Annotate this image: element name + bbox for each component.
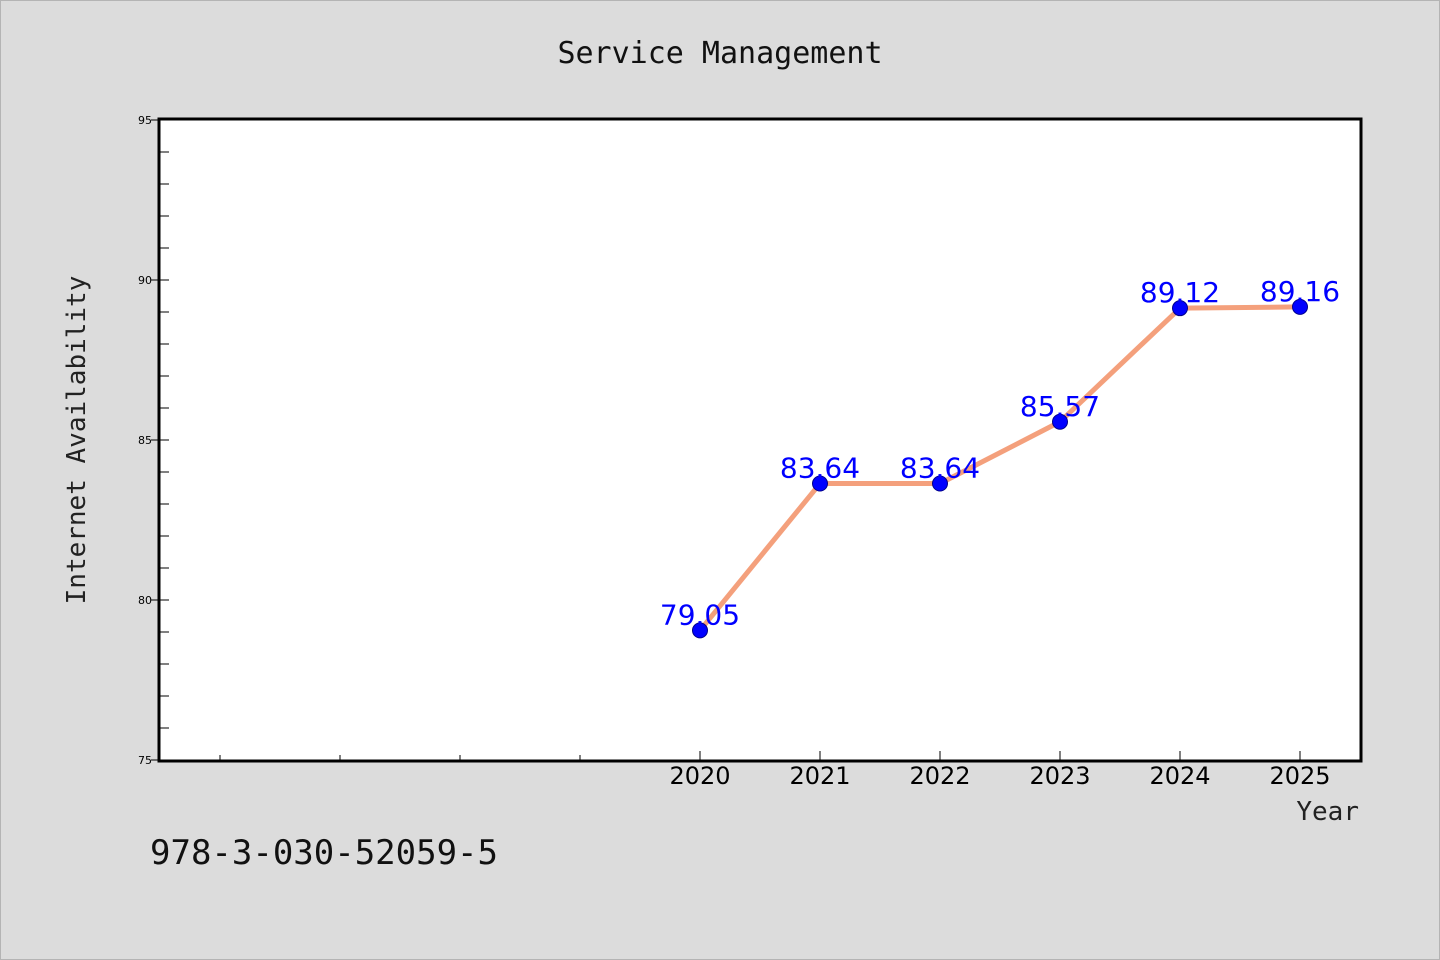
data-label: 89.16 [1260,275,1340,308]
x-tick-label: 2021 [789,762,850,790]
x-axis: 2020 2021 2022 2023 2024 2025 [219,751,1331,790]
data-label: 85.57 [1020,390,1100,423]
x-tick-label: 2022 [909,762,970,790]
data-label: 89.12 [1140,276,1220,309]
y-tick-label: 80 [138,594,152,607]
x-tick-label: 2024 [1149,762,1210,790]
x-tick-label: 2020 [669,762,730,790]
y-tick-label: 90 [138,274,152,287]
x-tick-label: 2025 [1269,762,1330,790]
y-axis: 75 80 85 90 95 [138,114,169,767]
data-point [1172,300,1188,317]
data-label: 79.05 [660,598,740,631]
x-tick-label: 2023 [1029,762,1090,790]
isbn-text: 978-3-030-52059-5 [150,833,498,873]
data-point [692,622,708,639]
data-point [1052,413,1068,430]
plot-area [157,117,1363,763]
y-tick-label: 95 [138,114,152,127]
data-point [932,475,948,492]
chart-title: Service Management [557,36,882,71]
data-point [1292,298,1308,315]
data-label: 83.64 [900,452,980,485]
series-group: 79.05 83.64 83.64 85.57 89.12 89.16 [660,275,1340,639]
series-line [697,304,1303,633]
y-tick-label: 75 [138,754,152,767]
x-axis-label: Year [1296,797,1359,827]
data-label: 83.64 [780,452,860,485]
y-tick-label: 85 [138,434,152,447]
y-axis-label: Internet Availability [62,276,92,605]
data-point [812,475,828,492]
